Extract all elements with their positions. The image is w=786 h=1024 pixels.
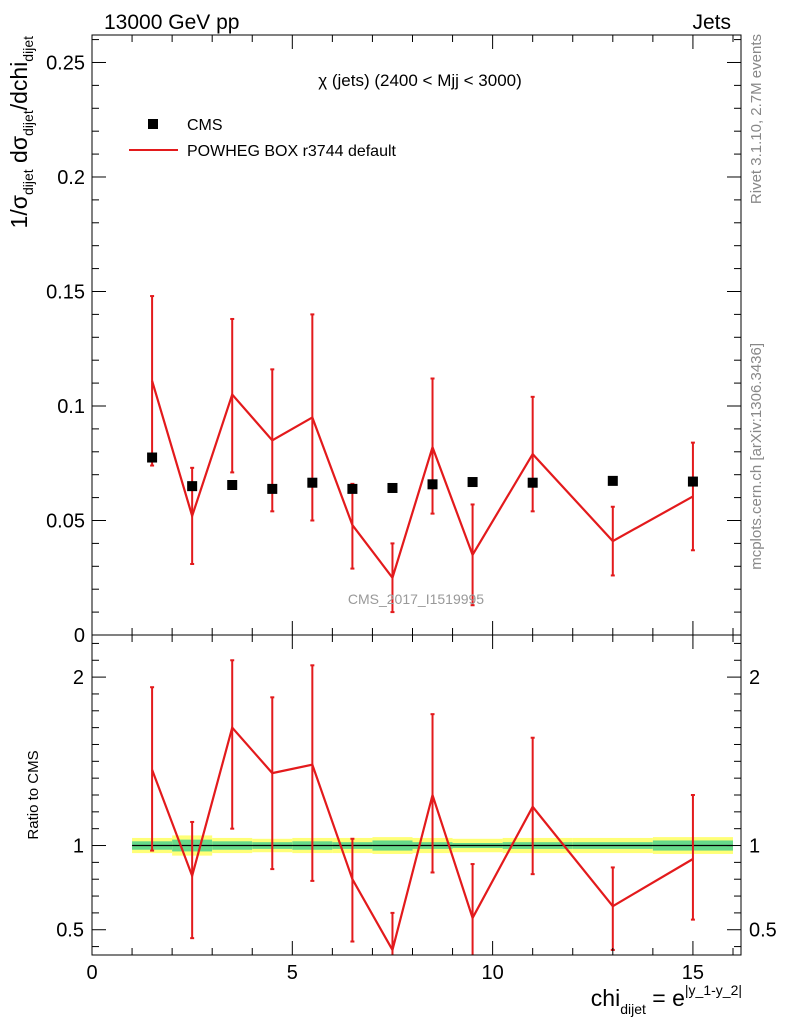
main-y-tick-label: 0.05 bbox=[46, 510, 85, 532]
header-left: 13000 GeV pp bbox=[104, 11, 239, 34]
cms-point bbox=[227, 480, 238, 490]
ratio-data-layer bbox=[132, 659, 733, 955]
legend-label-cms: CMS bbox=[187, 117, 223, 134]
cms-point bbox=[387, 482, 398, 493]
ratio-y-tick-label-right: 0.5 bbox=[749, 920, 777, 942]
cms-point bbox=[527, 477, 538, 488]
cms-point bbox=[687, 476, 698, 487]
ratio-x-tick-label: 0 bbox=[86, 962, 97, 984]
cms-point bbox=[267, 483, 278, 494]
xlabel-base: chi bbox=[591, 985, 620, 1011]
cms-point bbox=[467, 477, 478, 488]
ratio-x-tick-label: 5 bbox=[287, 962, 298, 984]
main-axes: 0 0.05 0.1 0.15 0.2 0.25 bbox=[46, 35, 741, 647]
main-data-layer bbox=[147, 295, 698, 614]
ylabel-sub-3: dijet bbox=[20, 36, 36, 62]
legend-marker-cms bbox=[148, 119, 158, 129]
ratio-powheg-line bbox=[151, 725, 694, 953]
watermark: CMS_2017_I1519995 bbox=[348, 591, 484, 607]
ratio-frame bbox=[91, 634, 742, 956]
cms-point bbox=[187, 481, 198, 492]
ratio-y-tick-label-right: 1 bbox=[749, 836, 760, 858]
xlabel: chidijet = e|y_1-y_2| bbox=[591, 982, 742, 1017]
xlabel-sub: dijet bbox=[620, 1001, 646, 1017]
main-y-tick-label: 0.1 bbox=[57, 396, 85, 418]
main-y-tick-label: 0.2 bbox=[57, 167, 85, 189]
cms-point bbox=[607, 475, 618, 486]
ylabel-part-1: 1/σ bbox=[6, 195, 32, 228]
main-title: χ (jets) (2400 < Mjj < 3000) bbox=[318, 71, 522, 90]
cms-point bbox=[307, 477, 318, 488]
mcplots-label: mcplots.cern.ch [arXiv:1306.3436] bbox=[748, 343, 765, 570]
ratio-axes: 0 5 10 15 0.5 0.5 1 1 2 2 bbox=[56, 635, 777, 984]
ylabel-sub-2: dijet bbox=[20, 110, 36, 136]
main-panel: 0 0.05 0.1 0.15 0.2 0.25 χ (jets) (2400 < Mjj… bbox=[6, 34, 742, 647]
ratio-y-tick-label: 2 bbox=[73, 667, 84, 689]
main-y-tick-label: 0 bbox=[74, 625, 85, 647]
ratio-panel: 0 5 10 15 0.5 0.5 1 1 2 2 Ratio to CMS chidijet =… bbox=[25, 634, 777, 1017]
cms-point bbox=[347, 483, 358, 494]
main-y-tick-label: 0.15 bbox=[46, 281, 85, 303]
main-ylabel: 1/σdijet dσdijet/dchidijet bbox=[6, 36, 36, 229]
ratio-y-tick-label-right: 2 bbox=[749, 667, 760, 689]
ratio-y-tick-label: 1 bbox=[73, 836, 84, 858]
xlabel-eq: = e bbox=[646, 985, 685, 1011]
powheg-line bbox=[151, 380, 694, 581]
legend: CMS POWHEG BOX r3744 default bbox=[129, 117, 397, 160]
rivet-label: Rivet 3.1.10, 2.7M events bbox=[748, 34, 765, 204]
header-right: Jets bbox=[692, 11, 731, 34]
ratio-ylabel: Ratio to CMS bbox=[25, 750, 42, 839]
ratio-y-tick-label: 0.5 bbox=[56, 920, 84, 942]
ratio-series-group bbox=[150, 659, 695, 955]
ylabel-sub-1: dijet bbox=[20, 169, 36, 195]
ylabel-part-3: /dchi bbox=[6, 62, 32, 111]
ratio-x-tick-label: 10 bbox=[481, 962, 503, 984]
cms-point bbox=[427, 479, 438, 490]
xlabel-sup: |y_1-y_2| bbox=[685, 982, 742, 998]
ratio-x-tick-label: 15 bbox=[682, 962, 704, 984]
main-y-tick-label: 0.25 bbox=[46, 52, 85, 74]
legend-label-powheg: POWHEG BOX r3744 default bbox=[187, 143, 397, 160]
ylabel-part-2: dσ bbox=[6, 136, 32, 169]
cms-point bbox=[147, 452, 158, 463]
